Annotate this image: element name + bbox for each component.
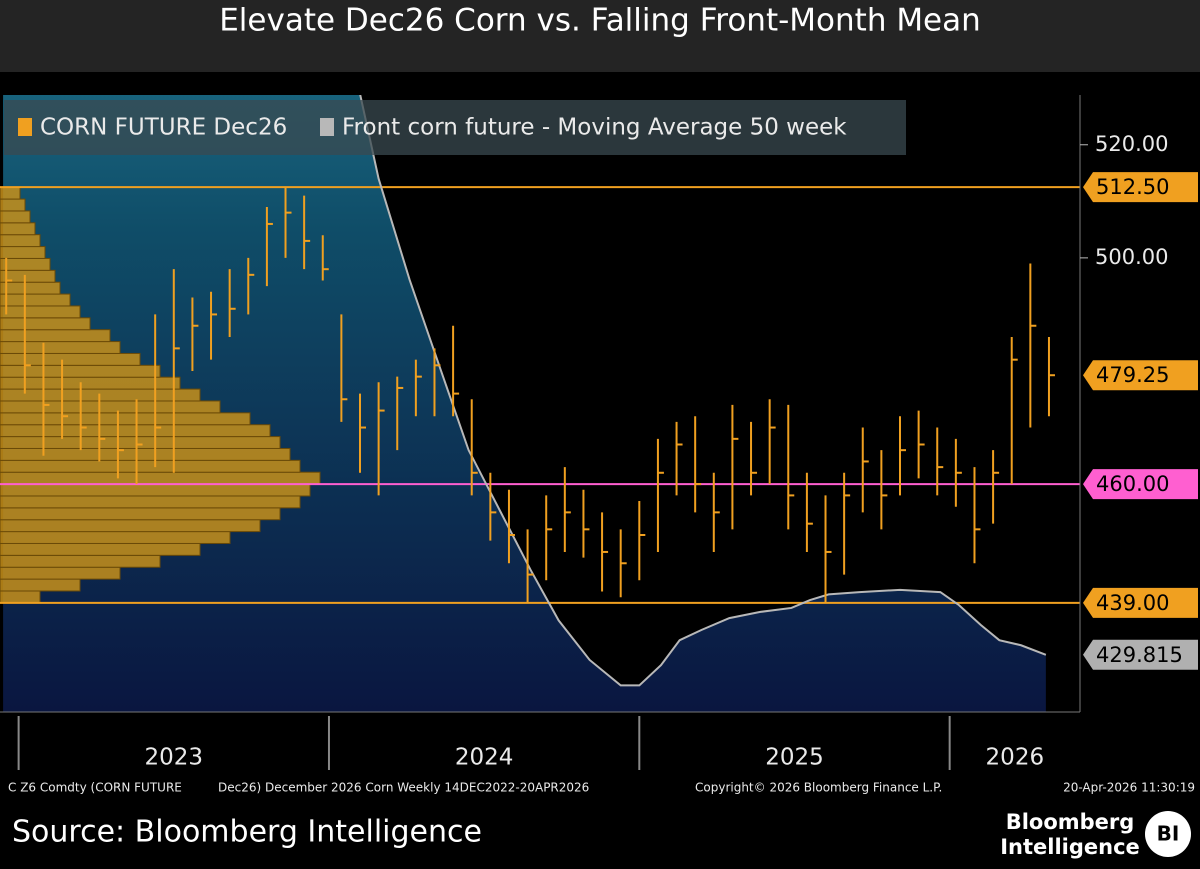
price-tag [1083, 360, 1198, 391]
logo-badge: BI [1157, 822, 1180, 846]
price-tag-label: 439.00 [1096, 591, 1169, 615]
ma-line [359, 95, 1047, 687]
volume-bar [0, 257, 51, 271]
x-tick-label: 2025 [765, 745, 824, 771]
volume-bar [0, 222, 36, 236]
volume-bar [0, 566, 121, 580]
footer-copyright: Copyright© 2026 Bloomberg Finance L.P. [695, 781, 942, 795]
logo-badge-circle [1145, 811, 1191, 857]
y-tick-label: 520.00 [1095, 132, 1168, 156]
x-tick-label: 2023 [145, 745, 204, 771]
volume-bar [0, 293, 71, 307]
volume-bar [0, 531, 231, 544]
volume-bar [0, 234, 41, 248]
price-tag-label: 460.00 [1096, 472, 1169, 496]
volume-bar [0, 305, 81, 319]
ma-area [3, 95, 1046, 712]
volume-bar [0, 246, 46, 259]
volume-bar [0, 352, 141, 366]
chart-title: Elevate Dec26 Corn vs. Falling Front-Mon… [219, 3, 981, 39]
legend-label: CORN FUTURE Dec26 [40, 115, 287, 141]
logo-line1: Bloomberg [1006, 810, 1135, 834]
price-tag [1083, 469, 1198, 500]
legend-swatch [320, 118, 334, 136]
price-tag-label: 479.25 [1096, 363, 1169, 387]
price-tag [1083, 587, 1198, 618]
volume-bar [0, 495, 301, 509]
volume-bar [0, 317, 91, 331]
volume-bar [0, 590, 41, 604]
volume-bar [0, 507, 281, 521]
price-tag-label: 429.815 [1096, 643, 1183, 667]
legend-label: Front corn future - Moving Average 50 we… [342, 115, 847, 141]
volume-bar [0, 210, 31, 224]
volume-bar [0, 281, 61, 295]
volume-bar [0, 329, 111, 343]
plot-area [0, 95, 1080, 712]
volume-bar [0, 412, 251, 426]
volume-bar [0, 471, 321, 485]
volume-bar [0, 376, 181, 390]
volume-bar [0, 483, 311, 497]
volume-bar [0, 198, 26, 212]
logo-line2: Intelligence [1000, 835, 1140, 859]
volume-bar [0, 436, 281, 449]
volume-bar [0, 186, 21, 200]
y-tick-label: 500.00 [1095, 245, 1168, 269]
price-tag [1083, 172, 1198, 203]
legend-swatch [18, 118, 32, 136]
x-tick-label: 2026 [986, 745, 1045, 771]
volume-bar [0, 341, 121, 354]
volume-bar [0, 578, 81, 592]
volume-bar [0, 542, 201, 556]
volume-bar [0, 519, 261, 533]
price-tag-label: 512.50 [1096, 175, 1169, 199]
title-bar [0, 0, 1200, 72]
overlay: CORN FUTURE Dec26 Front corn future - Mov… [0, 95, 1198, 771]
volume-bar [0, 554, 161, 568]
volume-bar [0, 400, 221, 414]
source: Source: Bloomberg Intelligence [12, 815, 482, 850]
legend-box [4, 100, 906, 155]
x-tick-label: 2024 [455, 745, 514, 771]
footer-ticker: C Z6 Comdty (CORN FUTURE [8, 781, 182, 795]
footer-description: Dec26) December 2026 Corn Weekly 14DEC20… [218, 781, 589, 795]
volume-bar [0, 459, 301, 473]
volume-bar [0, 424, 271, 438]
price-tag [1083, 639, 1198, 670]
footer-timestamp: 20-Apr-2026 11:30:19 [1063, 781, 1195, 795]
